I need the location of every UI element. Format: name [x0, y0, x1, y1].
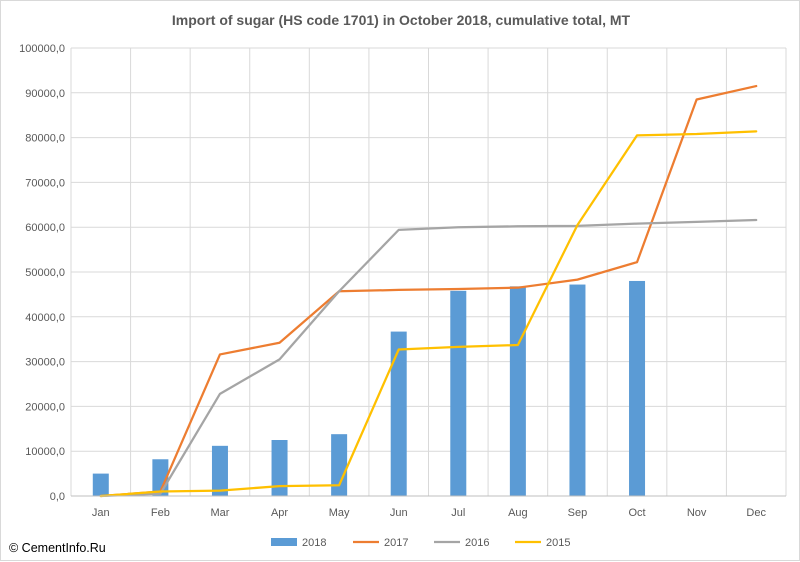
credit-text: © CementInfo.Ru	[9, 541, 106, 555]
x-tick-label: Jun	[390, 507, 408, 519]
y-tick-label: 50000,0	[25, 267, 65, 279]
x-tick-label: Oct	[628, 507, 645, 519]
x-tick-label: May	[329, 507, 350, 519]
y-tick-label: 20000,0	[25, 401, 65, 413]
chart-title: Import of sugar (HS code 1701) in Octobe…	[172, 12, 631, 28]
legend: 2018 2017 2016 2015	[271, 537, 570, 549]
grid-layer	[70, 47, 787, 496]
x-tick-label: Apr	[271, 507, 288, 519]
legend-swatch-2018	[271, 538, 297, 546]
y-tick-label: 40000,0	[25, 312, 65, 324]
line-layer	[99, 84, 758, 498]
y-tick-label: 10000,0	[25, 446, 65, 458]
line-series-2016	[99, 218, 758, 498]
y-tick-label: 80000,0	[25, 133, 65, 145]
x-tick-label: Dec	[746, 507, 766, 519]
bar-2018	[211, 445, 228, 496]
y-tick-label: 60000,0	[25, 222, 65, 234]
bar-2018	[450, 290, 467, 496]
x-tick-label: Sep	[568, 507, 588, 519]
legend-label-2015: 2015	[546, 537, 570, 549]
x-tick-label: Mar	[210, 507, 229, 519]
bar-2018	[569, 284, 586, 496]
bar-2018	[629, 280, 646, 496]
x-tick-label: Jan	[92, 507, 110, 519]
legend-label-2016: 2016	[465, 537, 489, 549]
line-series-2015	[99, 130, 758, 498]
legend-label-2018: 2018	[302, 537, 326, 549]
legend-label-2017: 2017	[384, 537, 408, 549]
y-tick-label: 0,0	[50, 491, 65, 503]
bar-2018	[271, 440, 288, 496]
x-tick-label: Nov	[687, 507, 707, 519]
y-tick-label: 100000,0	[19, 43, 65, 55]
bar-2018	[390, 331, 407, 496]
axis-layer: 0,0 10000,0 20000,0 30000,0 40000,0 50000,0 60…	[19, 43, 786, 519]
bar-2018	[509, 286, 526, 496]
x-tick-label: Feb	[151, 507, 170, 519]
y-tick-label: 90000,0	[25, 88, 65, 100]
bar-2018	[92, 473, 109, 496]
y-tick-label: 70000,0	[25, 177, 65, 189]
bar-2018	[331, 434, 348, 496]
bar-layer	[92, 280, 646, 496]
line-series-2017	[99, 84, 758, 498]
x-tick-label: Aug	[508, 507, 528, 519]
x-tick-label: Jul	[451, 507, 465, 519]
y-tick-label: 30000,0	[25, 357, 65, 369]
